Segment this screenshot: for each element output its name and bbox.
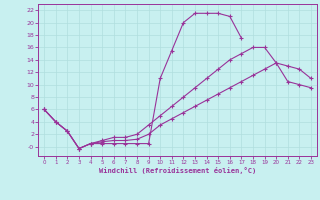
X-axis label: Windchill (Refroidissement éolien,°C): Windchill (Refroidissement éolien,°C): [99, 167, 256, 174]
